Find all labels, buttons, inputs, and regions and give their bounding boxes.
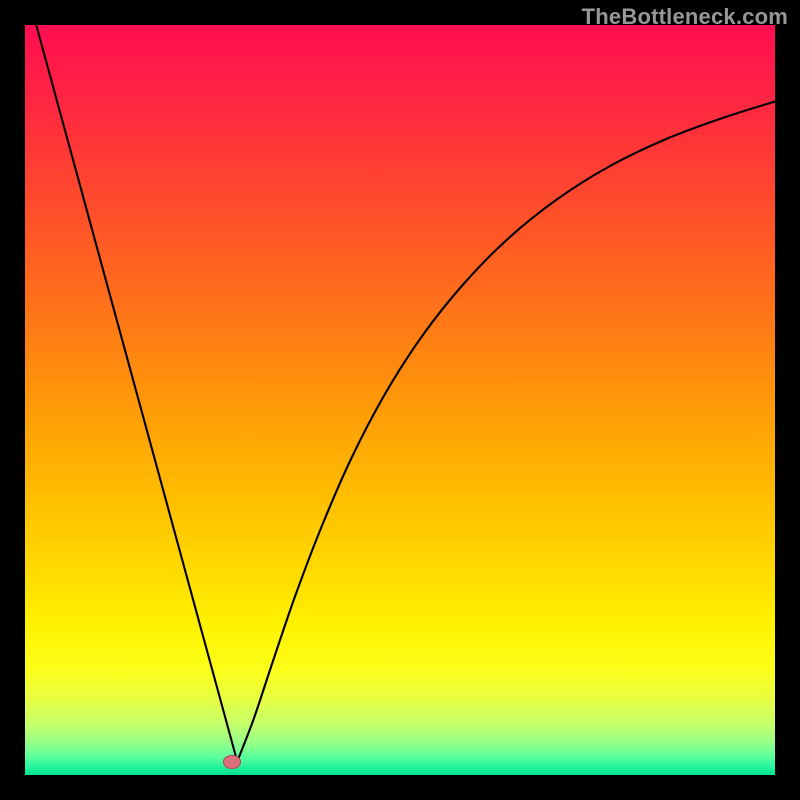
figure-outer: TheBottleneck.com bbox=[0, 0, 800, 800]
plot-area bbox=[25, 25, 775, 775]
curve-layer bbox=[25, 25, 775, 775]
bottleneck-curve bbox=[36, 25, 775, 762]
vertex-marker bbox=[223, 755, 241, 769]
